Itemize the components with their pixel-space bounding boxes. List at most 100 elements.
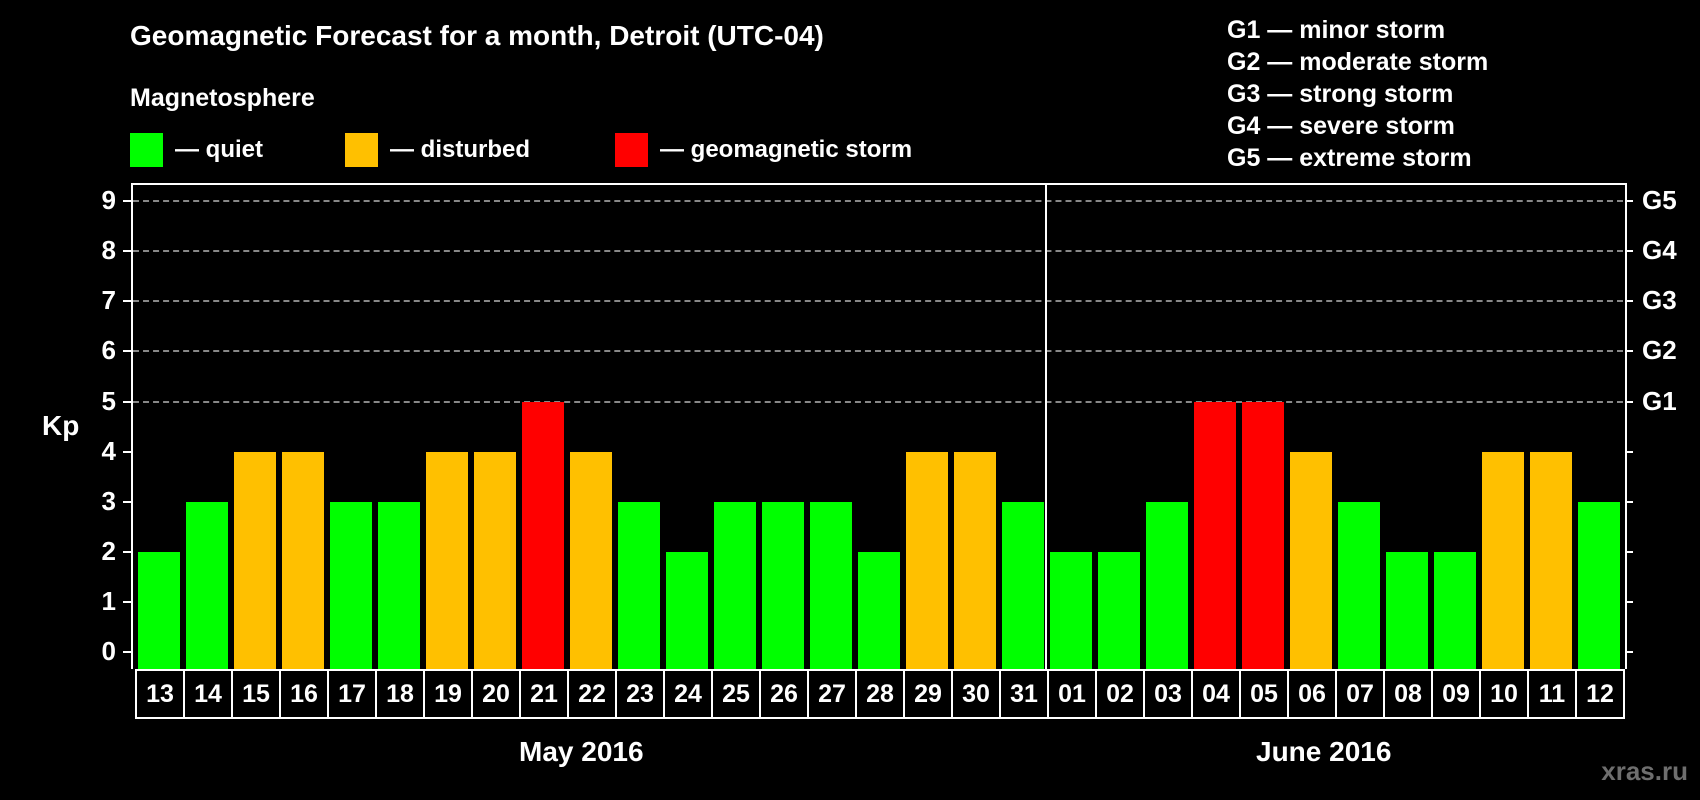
gridline [133, 300, 1623, 303]
day-label: 21 [521, 671, 569, 717]
y-tick-right [1625, 300, 1633, 303]
g-scale-legend: G1 — minor storm G2 — moderate storm G3 … [1227, 14, 1488, 174]
y-tick-label: 3 [101, 485, 116, 516]
y-tick-label: 0 [101, 636, 116, 666]
y-tick-label: 2 [101, 535, 116, 566]
y-tick-right [1625, 550, 1633, 553]
bar-may-14 [186, 501, 228, 669]
legend-label: — disturbed [390, 136, 531, 163]
y-tick-left [123, 550, 131, 553]
y-axis-label: Kp [42, 410, 80, 441]
y-tick-right [1625, 450, 1633, 453]
y-tick-label: 1 [101, 585, 116, 616]
g-scale-tick-label: G3 [1642, 285, 1677, 316]
bar-may-19 [426, 451, 468, 669]
bar-june-07 [1338, 501, 1380, 669]
y-tick-left [123, 400, 131, 403]
y-tick-label: 4 [101, 435, 116, 466]
legend-disturbed: — disturbed [345, 133, 530, 167]
bar-june-11 [1530, 451, 1572, 669]
bar-june-09 [1434, 551, 1476, 669]
chart-subtitle: Magnetosphere [130, 84, 315, 112]
bar-may-27 [810, 501, 852, 669]
day-label: 10 [1481, 671, 1529, 717]
watermark: xras.ru [1601, 756, 1688, 786]
legend-storm: — geomagnetic storm [615, 133, 912, 167]
y-tick-label: 9 [101, 185, 116, 216]
y-tick-label: 7 [101, 285, 116, 316]
g-scale-tick-label: G1 [1642, 385, 1677, 416]
day-label: 08 [1385, 671, 1433, 717]
day-label: 19 [425, 671, 473, 717]
day-label: 20 [473, 671, 521, 717]
legend-quiet: — quiet [130, 133, 263, 167]
bar-june-03 [1146, 501, 1188, 669]
bar-may-21 [522, 401, 564, 669]
y-tick-right [1625, 350, 1633, 353]
g-scale-tick-label: G2 [1642, 335, 1677, 366]
y-tick-left [123, 200, 131, 203]
y-tick-right [1625, 200, 1633, 203]
day-label: 16 [281, 671, 329, 717]
bar-may-31 [1002, 501, 1044, 669]
day-label: 26 [761, 671, 809, 717]
day-label: 14 [185, 671, 233, 717]
day-label: 11 [1529, 671, 1577, 717]
day-label: 04 [1193, 671, 1241, 717]
legend-swatch-quiet [130, 133, 163, 167]
g-legend-item: G4 — severe storm [1227, 112, 1455, 140]
gridline [133, 350, 1623, 353]
day-label: 23 [617, 671, 665, 717]
y-tick-left [123, 450, 131, 453]
day-label: 31 [1001, 671, 1049, 717]
g-legend-item: G2 — moderate storm [1227, 48, 1489, 76]
day-label: 06 [1289, 671, 1337, 717]
day-label: 07 [1337, 671, 1385, 717]
y-tick-left [123, 600, 131, 603]
bar-may-20 [474, 451, 516, 669]
bar-june-01 [1050, 551, 1092, 669]
legend-label: — geomagnetic storm [660, 136, 913, 163]
day-label: 30 [953, 671, 1001, 717]
y-tick-left [123, 300, 131, 303]
g-legend-item: G5 — extreme storm [1227, 144, 1472, 172]
day-label: 29 [905, 671, 953, 717]
g-scale-tick-label: G5 [1642, 185, 1677, 216]
day-label: 22 [569, 671, 617, 717]
bar-may-13 [138, 551, 180, 669]
y-tick-right [1625, 600, 1633, 603]
bar-may-17 [330, 501, 372, 669]
day-label: 03 [1145, 671, 1193, 717]
bar-may-30 [954, 451, 996, 669]
bar-june-02 [1098, 551, 1140, 669]
bar-may-18 [378, 501, 420, 669]
y-tick-right [1625, 500, 1633, 503]
y-tick-label: 8 [101, 235, 116, 266]
day-label: 01 [1049, 671, 1097, 717]
legend-label: — quiet [175, 136, 263, 163]
bar-may-29 [906, 451, 948, 669]
y-tick-left [123, 350, 131, 353]
chart-title: Geomagnetic Forecast for a month, Detroi… [130, 20, 824, 51]
legend-swatch-disturbed [345, 133, 378, 167]
bar-june-05 [1242, 401, 1284, 669]
bar-may-28 [858, 551, 900, 669]
gridline [133, 400, 1623, 403]
y-tick-right [1625, 250, 1633, 253]
day-label: 05 [1241, 671, 1289, 717]
day-label: 09 [1433, 671, 1481, 717]
day-label: 18 [377, 671, 425, 717]
day-label: 12 [1586, 679, 1614, 708]
y-tick-right [1625, 651, 1633, 653]
bar-may-26 [762, 501, 804, 669]
day-label: 02 [1097, 671, 1145, 717]
legend-swatch-storm [615, 133, 648, 167]
bar-june-12 [1578, 501, 1620, 669]
day-label: 25 [713, 671, 761, 717]
bar-may-25 [714, 501, 756, 669]
day-label: 17 [329, 671, 377, 717]
bar-june-04 [1194, 401, 1236, 669]
day-label: 15 [233, 671, 281, 717]
bar-may-15 [234, 451, 276, 669]
day-label: 13 [137, 671, 185, 717]
